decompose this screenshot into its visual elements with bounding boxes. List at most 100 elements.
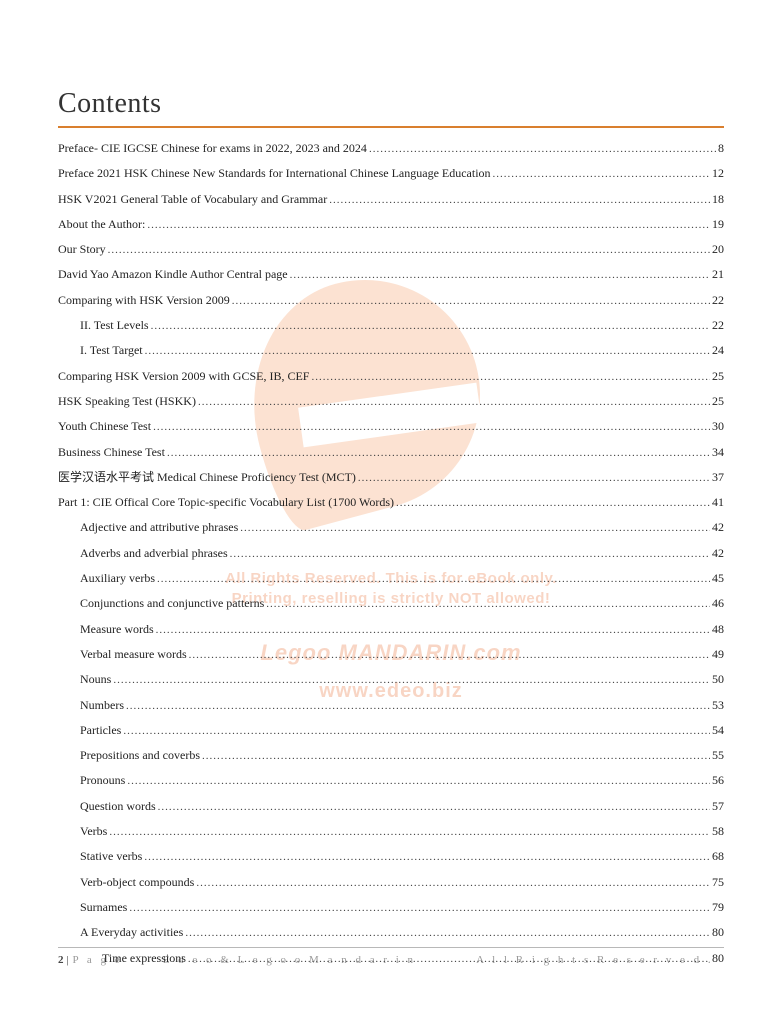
toc-page: 79 (710, 901, 724, 913)
toc-page: 45 (710, 572, 724, 584)
toc-page: 25 (710, 395, 724, 407)
toc-row[interactable]: Adjective and attributive phrases42 (58, 521, 724, 534)
toc-row[interactable]: Comparing with HSK Version 200922 (58, 294, 724, 307)
toc-leader (111, 675, 710, 686)
toc-row[interactable]: Surnames 79 (58, 901, 724, 914)
toc-leader (165, 448, 710, 459)
toc-row[interactable]: HSK V2021 General Table of Vocabulary an… (58, 193, 724, 206)
toc-page: 80 (710, 952, 724, 964)
toc-page: 48 (710, 623, 724, 635)
toc-row[interactable]: Numbers53 (58, 699, 724, 712)
toc-label: Business Chinese Test (58, 446, 165, 458)
toc-row[interactable]: Verb-object compounds 75 (58, 876, 724, 889)
toc-row[interactable]: Verbal measure words49 (58, 648, 724, 661)
toc-leader (143, 346, 710, 357)
toc-row[interactable]: Part 1: CIE Offical Core Topic-specific … (58, 496, 724, 509)
toc-page: 42 (710, 521, 724, 533)
toc-row[interactable]: About the Author:19 (58, 218, 724, 231)
toc-leader (288, 270, 710, 281)
toc-leader (367, 144, 716, 155)
toc-leader (228, 549, 710, 560)
toc-row[interactable]: Preface 2021 HSK Chinese New Standards f… (58, 167, 724, 180)
toc-label: Preface 2021 HSK Chinese New Standards f… (58, 167, 491, 179)
toc-row[interactable]: II. Test Levels22 (58, 319, 724, 332)
toc-leader (121, 726, 710, 737)
toc-row[interactable]: Business Chinese Test 34 (58, 446, 724, 459)
toc-leader (264, 599, 710, 610)
toc-row[interactable]: Question words57 (58, 800, 724, 813)
toc-row[interactable]: Prepositions and coverbs55 (58, 749, 724, 762)
toc-page: 12 (710, 167, 724, 179)
table-of-contents: Preface- CIE IGCSE Chinese for exams in … (58, 142, 724, 965)
toc-leader (186, 954, 710, 965)
toc-row[interactable]: Pronouns 56 (58, 774, 724, 787)
toc-row[interactable]: Stative verbs68 (58, 850, 724, 863)
toc-row[interactable]: Time expressions 80 (58, 952, 724, 965)
heading-rule (58, 126, 724, 128)
toc-page: 20 (710, 243, 724, 255)
toc-row[interactable]: HSK Speaking Test (HSKK)25 (58, 395, 724, 408)
toc-page: 37 (710, 471, 724, 483)
toc-leader (156, 802, 710, 813)
toc-row[interactable]: I. Test Target24 (58, 344, 724, 357)
toc-label: Pronouns (80, 774, 125, 786)
toc-page: 55 (710, 749, 724, 761)
toc-label: I. Test Target (80, 344, 143, 356)
toc-label: Question words (80, 800, 156, 812)
toc-leader (154, 625, 710, 636)
page-content: Contents Preface- CIE IGCSE Chinese for … (58, 88, 724, 977)
toc-row[interactable]: Nouns50 (58, 673, 724, 686)
toc-label: A Everyday activities (80, 926, 183, 938)
toc-label: Part 1: CIE Offical Core Topic-specific … (58, 496, 394, 508)
toc-label: Measure words (80, 623, 154, 635)
toc-leader (187, 650, 710, 661)
toc-page: 56 (710, 774, 724, 786)
toc-row[interactable]: Conjunctions and conjunctive patterns46 (58, 597, 724, 610)
toc-page: 34 (710, 446, 724, 458)
toc-page: 21 (710, 268, 724, 280)
toc-leader (142, 852, 710, 863)
toc-label: David Yao Amazon Kindle Author Central p… (58, 268, 288, 280)
toc-page: 25 (710, 370, 724, 382)
toc-row[interactable]: Adverbs and adverbial phrases42 (58, 547, 724, 560)
toc-label: Surnames (80, 901, 127, 913)
toc-leader (183, 928, 710, 939)
toc-leader (238, 523, 710, 534)
toc-row[interactable]: Preface- CIE IGCSE Chinese for exams in … (58, 142, 724, 155)
toc-row[interactable]: David Yao Amazon Kindle Author Central p… (58, 268, 724, 281)
toc-label: Stative verbs (80, 850, 142, 862)
toc-label: 医学汉语水平考试 Medical Chinese Proficiency Tes… (58, 471, 356, 483)
toc-label: Verb-object compounds (80, 876, 194, 888)
toc-label: Verbs (80, 825, 107, 837)
toc-leader (491, 169, 710, 180)
toc-leader (194, 878, 710, 889)
toc-page: 58 (710, 825, 724, 837)
toc-page: 18 (710, 193, 724, 205)
toc-leader (124, 701, 710, 712)
toc-row[interactable]: Youth Chinese Test30 (58, 420, 724, 433)
toc-page: 30 (710, 420, 724, 432)
toc-leader (151, 422, 710, 433)
toc-row[interactable]: Particles 54 (58, 724, 724, 737)
toc-row[interactable]: Verbs 58 (58, 825, 724, 838)
toc-leader (155, 574, 710, 585)
toc-label: Nouns (80, 673, 111, 685)
toc-label: Time expressions (102, 952, 186, 964)
toc-row[interactable]: A Everyday activities80 (58, 926, 724, 939)
toc-label: Numbers (80, 699, 124, 711)
toc-label: Particles (80, 724, 121, 736)
toc-page: 75 (710, 876, 724, 888)
toc-row[interactable]: Auxiliary verbs 45 (58, 572, 724, 585)
toc-leader (125, 776, 710, 787)
toc-row[interactable]: Measure words 48 (58, 623, 724, 636)
toc-leader (230, 296, 710, 307)
toc-page: 54 (710, 724, 724, 736)
toc-row[interactable]: 医学汉语水平考试 Medical Chinese Proficiency Tes… (58, 471, 724, 484)
toc-page: 41 (710, 496, 724, 508)
toc-label: Comparing HSK Version 2009 with GCSE, IB… (58, 370, 309, 382)
toc-row[interactable]: Comparing HSK Version 2009 with GCSE, IB… (58, 370, 724, 383)
toc-row[interactable]: Our Story20 (58, 243, 724, 256)
toc-label: About the Author: (58, 218, 145, 230)
toc-leader (356, 473, 710, 484)
toc-label: Auxiliary verbs (80, 572, 155, 584)
